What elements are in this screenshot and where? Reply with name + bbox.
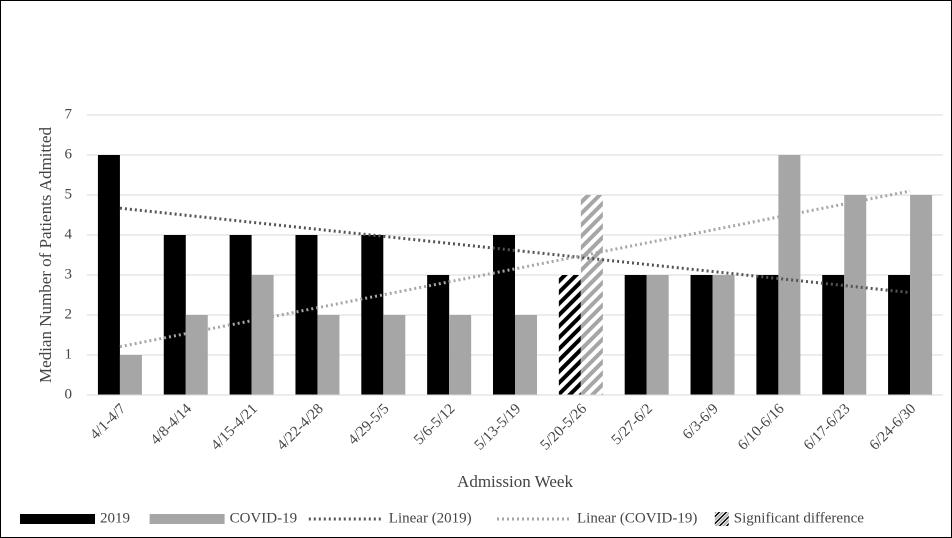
legend-label: Linear (COVID-19) (577, 510, 697, 526)
bar (361, 235, 384, 395)
bar (690, 275, 713, 395)
legend-label: Linear (2019) (389, 510, 472, 526)
significant-bar (558, 275, 581, 395)
bar (449, 315, 472, 395)
bar (888, 275, 911, 395)
legend-swatch (149, 514, 225, 524)
bar (624, 275, 647, 395)
legend-label: Significant difference (734, 510, 864, 526)
bar (910, 195, 933, 395)
bar (229, 235, 252, 395)
bar (712, 275, 735, 395)
legend-label: 2019 (100, 510, 130, 526)
bar (844, 195, 867, 395)
bar (295, 235, 318, 395)
bar (822, 275, 845, 395)
y-tick-label: 4 (65, 226, 73, 242)
y-tick-label: 3 (65, 266, 73, 282)
legend-swatch (20, 514, 95, 524)
y-tick-label: 6 (65, 146, 73, 162)
bar (383, 315, 406, 395)
y-axis-title: Median Number of Patients Admitted (36, 127, 55, 383)
bar (493, 235, 515, 395)
bar (646, 275, 669, 395)
bar (778, 155, 801, 395)
bar (756, 275, 779, 395)
legend-label: COVID-19 (230, 510, 298, 526)
y-tick-label: 0 (65, 386, 73, 402)
bar (185, 315, 208, 395)
x-axis-title: Admission Week (457, 472, 573, 491)
bar (119, 355, 142, 395)
bar (317, 315, 340, 395)
trendline (119, 189, 911, 349)
legend-swatch (714, 512, 729, 526)
bar (163, 235, 186, 395)
bar (427, 275, 450, 395)
y-tick-label: 1 (65, 346, 73, 362)
bar (251, 275, 274, 395)
bar (97, 155, 120, 395)
y-tick-label: 7 (65, 106, 73, 122)
y-tick-label: 2 (65, 306, 73, 322)
y-tick-label: 5 (65, 186, 73, 202)
significant-bar (580, 195, 603, 395)
bar (515, 315, 537, 395)
